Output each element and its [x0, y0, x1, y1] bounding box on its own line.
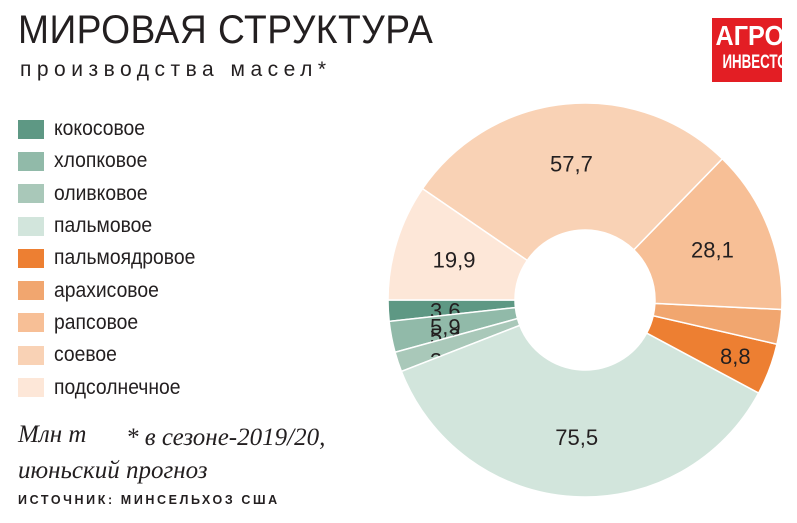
data-label: 5,9 — [430, 314, 461, 339]
chart-title: МИРОВАЯ СТРУКТУРА — [18, 8, 434, 52]
donut-slice — [632, 157, 783, 311]
legend-item: рапсовое — [18, 307, 208, 339]
legend-swatch — [18, 248, 44, 268]
data-label: 28,1 — [691, 238, 734, 263]
legend-item: пальмоядровое — [18, 242, 208, 274]
legend-label: соевое — [54, 343, 117, 367]
footnote-line-1: * в сезоне-2019/20, — [126, 424, 326, 451]
donut-slice — [400, 324, 760, 498]
legend-label: подсолнечное — [54, 375, 181, 399]
legend-swatch — [18, 184, 44, 204]
logo-line-1: АГРО — [715, 20, 785, 51]
brand-logo: АГРО ИНВЕСТОР — [712, 18, 796, 82]
legend-swatch — [18, 151, 44, 171]
legend-label: пальмоядровое — [54, 246, 196, 270]
footnote: * в сезоне-2019/20, июньский прогноз — [18, 421, 326, 487]
legend-swatch — [18, 216, 44, 236]
legend-swatch — [18, 119, 44, 139]
source-note: ИСТОЧНИК: МИНСЕЛЬХОЗ США — [18, 493, 280, 507]
legend-item: пальмовое — [18, 210, 208, 242]
data-label: 19,9 — [433, 248, 476, 273]
data-label: 75,5 — [555, 425, 598, 450]
legend-swatch — [18, 378, 44, 398]
legend-item: соевое — [18, 339, 208, 371]
legend-label: рапсовое — [54, 310, 139, 334]
legend-item: подсолнечное — [18, 371, 208, 403]
legend-label: кокосовое — [54, 117, 145, 141]
legend-label: арахисовое — [54, 278, 159, 302]
legend-swatch — [18, 281, 44, 301]
chart-legend: кокосовое хлопковое оливковое пальмовое паль… — [18, 113, 208, 404]
legend-label: пальмовое — [54, 214, 153, 238]
legend-swatch — [18, 313, 44, 333]
legend-item: арахисовое — [18, 274, 208, 306]
legend-label: оливковое — [54, 181, 148, 205]
donut-slice — [387, 187, 529, 301]
legend-swatch — [18, 345, 44, 365]
footnote-line-2: июньский прогноз — [18, 457, 208, 484]
unit-label: Млн т — [18, 421, 87, 448]
legend-item: кокосовое — [18, 113, 208, 145]
data-label: 57,7 — [550, 152, 593, 177]
legend-label: хлопковое — [54, 149, 148, 173]
legend-item: оливковое — [18, 178, 208, 210]
legend-item: хлопковое — [18, 145, 208, 177]
data-label: 8,8 — [720, 344, 751, 369]
donut-slice — [421, 102, 724, 262]
chart-subtitle: производства масел* — [20, 58, 332, 81]
